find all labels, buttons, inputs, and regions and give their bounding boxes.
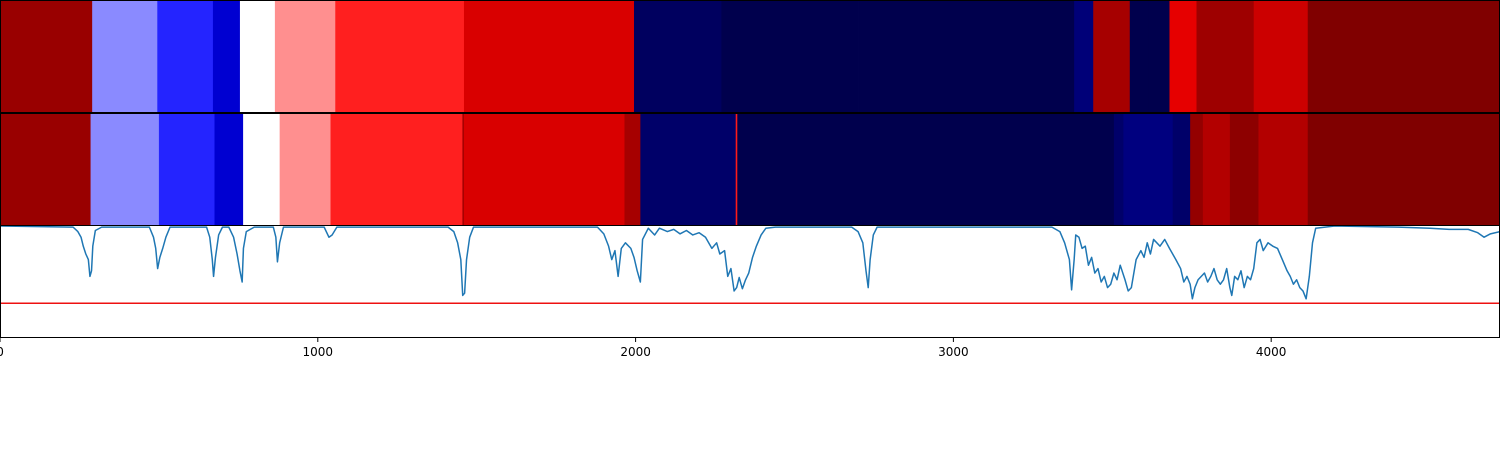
heatmap-segment-0-18 xyxy=(1307,1,1500,112)
heatmap-segment-0-12 xyxy=(1093,1,1131,112)
heatmap-segment-0-11 xyxy=(1074,1,1094,112)
heatmap-segment-1-9 xyxy=(624,114,641,225)
heatmap-segment-0-13 xyxy=(1129,1,1150,112)
heatmap-segment-1-14 xyxy=(1069,114,1115,225)
heatmap-segment-0-17 xyxy=(1253,1,1309,112)
line-series xyxy=(0,225,1500,300)
heatmap-segment-0-2 xyxy=(157,1,214,112)
x-tick-label-4: 4000 xyxy=(1256,345,1287,359)
heatmap-segment-0-15 xyxy=(1169,1,1197,112)
heatmap-segment-1-22 xyxy=(1307,114,1500,225)
heatmap-segment-1-6 xyxy=(330,114,463,225)
heatmap-strip-top xyxy=(0,1,1500,112)
heatmap-segment-1-8 xyxy=(463,114,625,225)
heatmap-segment-1-12 xyxy=(737,114,870,225)
heatmap-segment-1-0 xyxy=(0,114,91,225)
heatmap-segment-1-1 xyxy=(90,114,160,225)
heatmap-segment-0-1 xyxy=(92,1,158,112)
heatmap-segment-1-11 xyxy=(735,114,738,225)
x-tick-label-1: 1000 xyxy=(303,345,334,359)
heatmap-segment-1-4 xyxy=(243,114,281,225)
x-tick-label-0: 0 xyxy=(0,345,4,359)
heatmap-segment-0-9 xyxy=(721,1,859,112)
heatmap-segment-0-5 xyxy=(274,1,336,112)
heatmap-segment-1-3 xyxy=(214,114,244,225)
heatmap-segment-0-16 xyxy=(1196,1,1255,112)
line-plot-background xyxy=(0,226,1500,338)
heatmap-segment-0-6 xyxy=(335,1,465,112)
x-tick-label-3: 3000 xyxy=(938,345,969,359)
heatmap-segment-1-13 xyxy=(869,114,1070,225)
heatmap-segment-0-3 xyxy=(212,1,241,112)
heatmap-segment-1-16 xyxy=(1123,114,1174,225)
heatmap-segment-1-15 xyxy=(1113,114,1124,225)
heatmap-segment-1-7 xyxy=(462,114,465,225)
heatmap-segment-0-7 xyxy=(463,1,635,112)
heatmap-segment-0-8 xyxy=(634,1,722,112)
heatmap-segment-1-2 xyxy=(158,114,215,225)
heatmap-strip-bottom xyxy=(0,114,1500,225)
x-axis: 0 1000 2000 3000 4000 xyxy=(0,338,1286,359)
heatmap-segment-0-4 xyxy=(239,1,276,112)
heatmap-segment-1-20 xyxy=(1229,114,1259,225)
x-tick-label-2: 2000 xyxy=(620,345,651,359)
heatmap-segment-0-14 xyxy=(1148,1,1170,112)
heatmap-segment-1-18 xyxy=(1190,114,1204,225)
line-plot-panel xyxy=(0,225,1500,338)
heatmap-segment-1-21 xyxy=(1258,114,1309,225)
heatmap-segment-1-19 xyxy=(1202,114,1231,225)
heatmap-segment-1-17 xyxy=(1172,114,1191,225)
heatmap-segment-1-10 xyxy=(640,114,737,225)
heatmap-segment-0-0 xyxy=(0,1,93,112)
heatmap-segment-0-10 xyxy=(858,1,1075,112)
heatmap-segment-1-5 xyxy=(279,114,331,225)
